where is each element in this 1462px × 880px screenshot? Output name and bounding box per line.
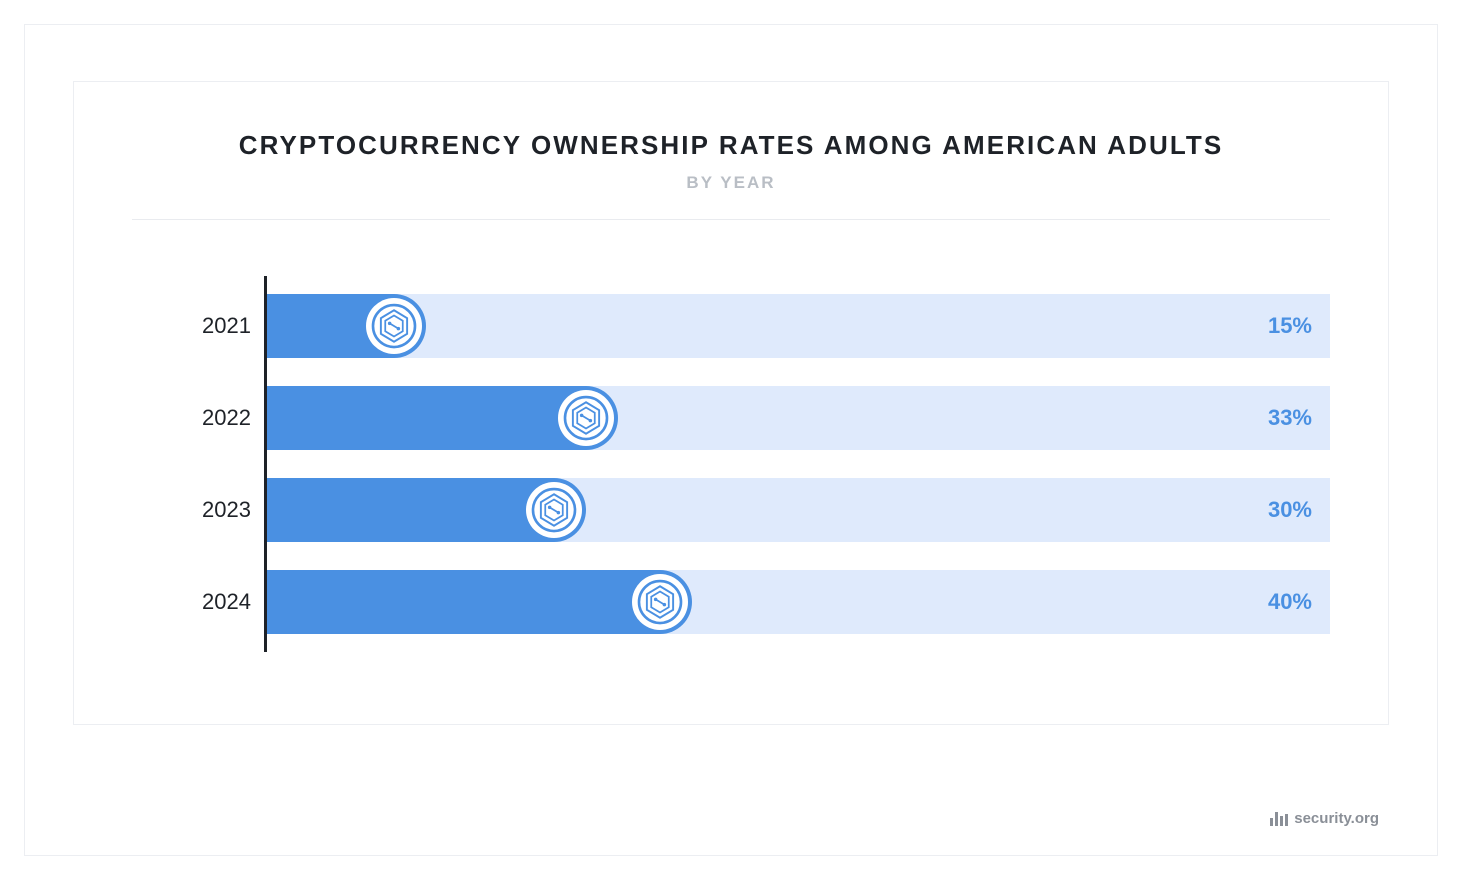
crypto-coin-icon <box>632 574 688 630</box>
coin-badge <box>632 574 688 630</box>
bar-value-label: 33% <box>1268 405 1312 431</box>
bar-value-label: 30% <box>1268 497 1312 523</box>
bar-row: 2024 40% <box>267 570 1330 634</box>
chart-subtitle: BY YEAR <box>132 173 1330 193</box>
crypto-coin-icon <box>526 482 582 538</box>
bar-track: 33% <box>267 386 1330 450</box>
bar-year-label: 2021 <box>171 313 251 339</box>
crypto-coin-icon <box>558 390 614 446</box>
chart-title: CRYPTOCURRENCY OWNERSHIP RATES AMONG AME… <box>132 130 1330 161</box>
attribution-text: security.org <box>1294 810 1379 827</box>
bar-value-label: 15% <box>1268 313 1312 339</box>
bar-fill <box>267 570 692 634</box>
bars-container: 2021 15% 2022 <box>267 276 1330 652</box>
bar-track: 30% <box>267 478 1330 542</box>
coin-badge <box>526 482 582 538</box>
bar-fill <box>267 294 426 358</box>
bar-fill <box>267 478 586 542</box>
bar-value-label: 40% <box>1268 589 1312 615</box>
coin-badge <box>366 298 422 354</box>
bar-row: 2023 30% <box>267 478 1330 542</box>
chart-card: CRYPTOCURRENCY OWNERSHIP RATES AMONG AME… <box>73 81 1389 725</box>
bars-logo-icon <box>1270 812 1288 826</box>
divider <box>132 219 1330 220</box>
bar-year-label: 2022 <box>171 405 251 431</box>
bars-region: 2021 15% 2022 <box>132 276 1330 652</box>
bar-year-label: 2023 <box>171 497 251 523</box>
bar-year-label: 2024 <box>171 589 251 615</box>
attribution: security.org <box>1270 810 1379 827</box>
bar-row: 2022 33% <box>267 386 1330 450</box>
bar-track: 40% <box>267 570 1330 634</box>
bar-row: 2021 15% <box>267 294 1330 358</box>
coin-badge <box>558 390 614 446</box>
outer-frame: CRYPTOCURRENCY OWNERSHIP RATES AMONG AME… <box>24 24 1438 856</box>
crypto-coin-icon <box>366 298 422 354</box>
bar-fill <box>267 386 618 450</box>
bar-track: 15% <box>267 294 1330 358</box>
bar-background <box>267 294 1330 358</box>
